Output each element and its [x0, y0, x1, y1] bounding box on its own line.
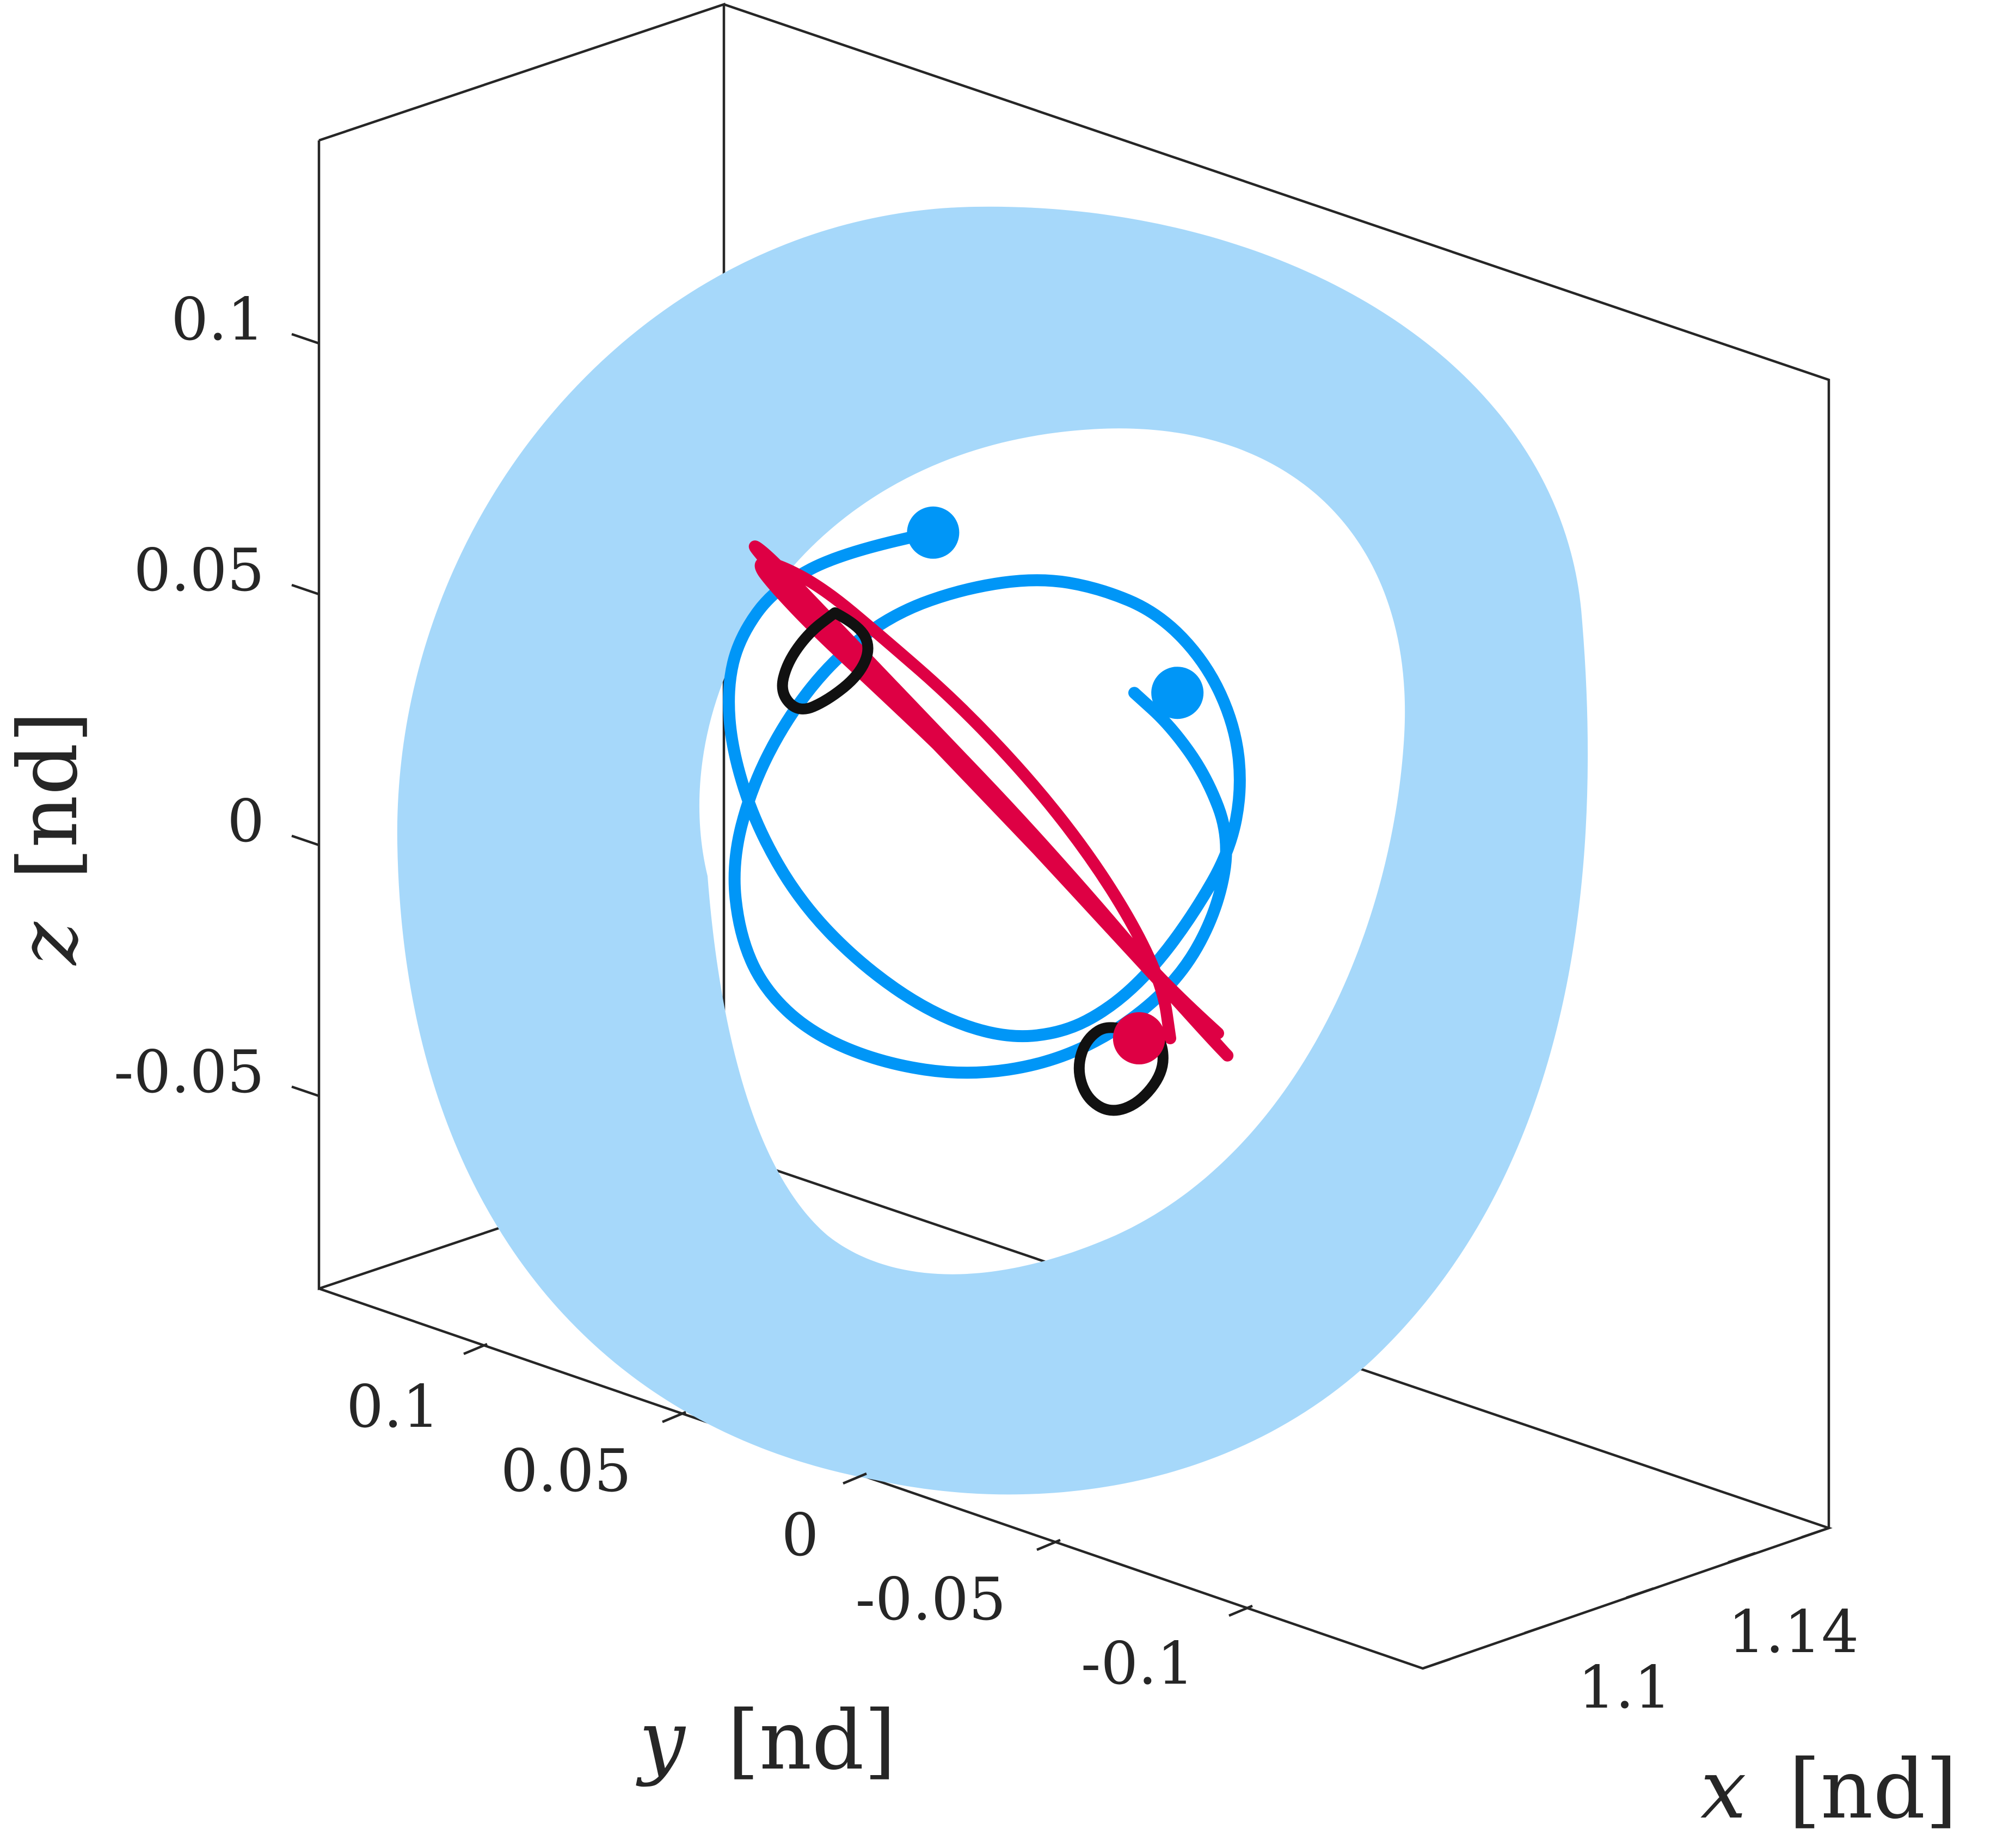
x-axis-label: x [nd]	[1700, 1742, 1957, 1837]
orbit-marker-blue-0	[907, 506, 960, 559]
z-axis: 0.1 0.05 0 -0.05 z [nd]	[1, 286, 319, 1106]
y-tick	[463, 1342, 488, 1356]
y-tick	[1228, 1604, 1253, 1617]
torus-surface	[397, 206, 1588, 1495]
y-tick-label: 0	[782, 1501, 819, 1569]
x-axis: 1.1 1.14 x [nd]	[1422, 1526, 1957, 1837]
x-tick	[1422, 1658, 1451, 1670]
z-tick-label: 0.05	[134, 537, 265, 605]
y-tick-label: 0.05	[501, 1437, 631, 1505]
y-tick	[843, 1472, 867, 1485]
z-tick	[291, 834, 319, 847]
right-wall-edge	[723, 3, 1830, 1528]
y-tick	[1036, 1538, 1061, 1551]
y-tick-label: 0.1	[346, 1373, 440, 1441]
y-axis: 0.1 0.05 0 -0.05 -0.1 y [nd]	[346, 1342, 1253, 1788]
z-tick-label: 0.1	[171, 286, 265, 354]
y-tick-label: -0.05	[856, 1566, 1006, 1634]
orbit-series-black-2	[777, 607, 874, 714]
orbit-marker-blue-1	[1151, 667, 1204, 719]
x-tick	[1801, 1526, 1829, 1539]
z-tick	[291, 1085, 319, 1098]
orbit-marker-red-2	[1113, 1012, 1165, 1064]
x-tick-label: 1.1	[1578, 1654, 1672, 1722]
x-tick	[1626, 1587, 1654, 1599]
z-tick	[291, 583, 319, 596]
orbit-series	[723, 526, 1246, 1116]
z-axis-label: z [nd]	[1, 711, 96, 966]
x-tick	[1728, 1551, 1756, 1564]
x-tick	[1524, 1622, 1552, 1635]
x-tick-label: 1.14	[1728, 1598, 1859, 1666]
y-tick-label: -0.1	[1081, 1630, 1194, 1698]
orbit-markers	[907, 506, 1204, 1064]
z-tick	[291, 332, 319, 345]
z-tick-label: 0	[227, 787, 265, 855]
y-axis-label: y [nd]	[636, 1693, 896, 1788]
orbit-series-blue-0	[723, 526, 1246, 1079]
z-tick-label: -0.05	[114, 1038, 265, 1106]
y-tick	[662, 1410, 686, 1424]
